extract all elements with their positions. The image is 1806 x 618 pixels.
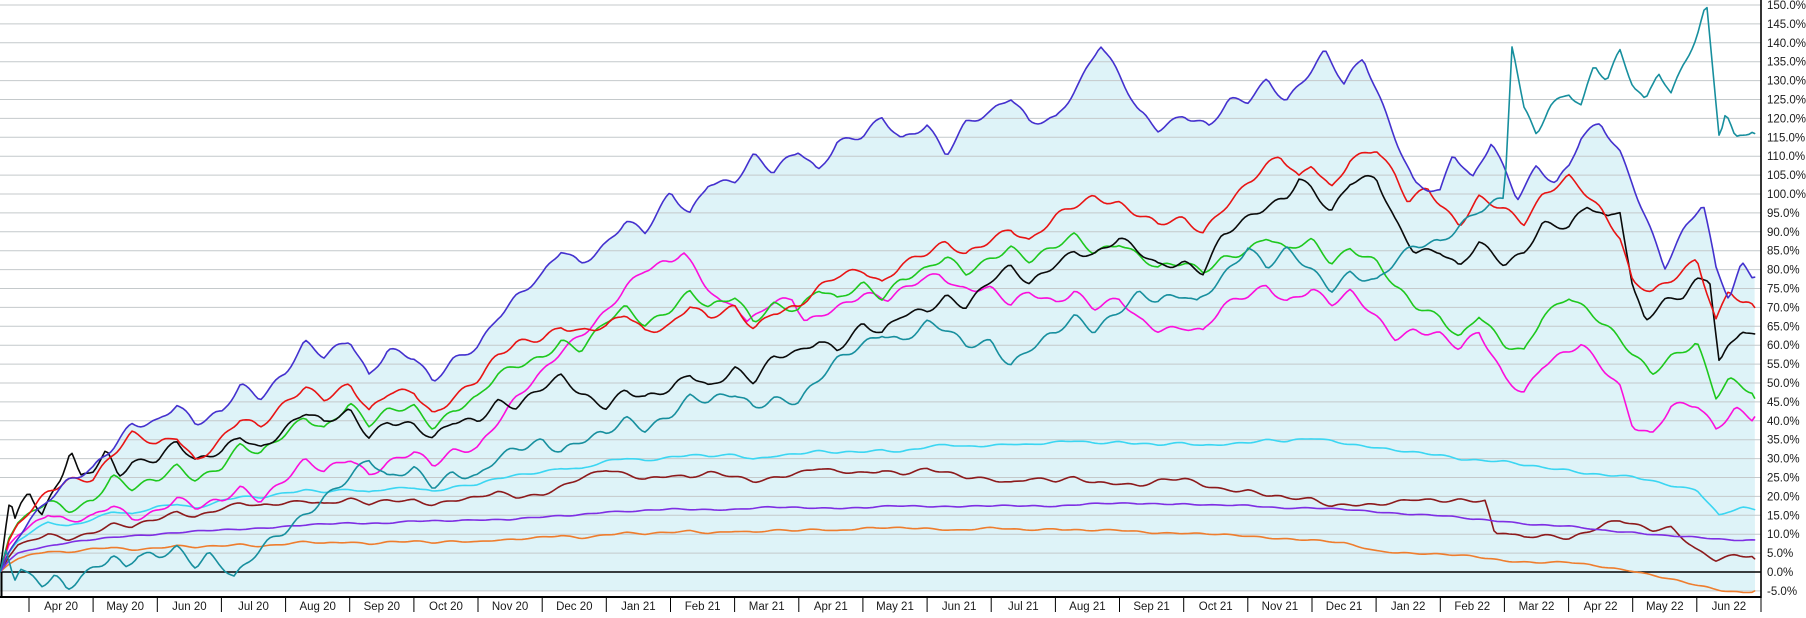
y-tick-label: 25.0% bbox=[1767, 473, 1800, 485]
y-tick-label: 135.0% bbox=[1767, 57, 1806, 69]
y-tick-label: 45.0% bbox=[1767, 397, 1800, 409]
y-tick-label: 90.0% bbox=[1767, 227, 1800, 239]
x-tick-label: Jun 21 bbox=[942, 601, 977, 613]
x-tick-label: Apr 20 bbox=[44, 601, 78, 613]
x-tick-label: Jun 22 bbox=[1712, 601, 1747, 613]
y-tick-label: 85.0% bbox=[1767, 246, 1800, 258]
x-tick-label: May 22 bbox=[1646, 601, 1684, 613]
x-tick-label: May 20 bbox=[106, 601, 144, 613]
series-lines bbox=[0, 6, 1756, 594]
y-tick-label: 5.0% bbox=[1767, 548, 1793, 560]
y-tick-label: 110.0% bbox=[1767, 151, 1805, 163]
x-tick-label: Mar 21 bbox=[749, 601, 785, 613]
x-tick-label: Jun 20 bbox=[172, 601, 207, 613]
series-cyan-line bbox=[0, 438, 1756, 573]
series-teal-line bbox=[0, 6, 1756, 590]
gridlines bbox=[0, 4, 1761, 592]
y-tick-label: 15.0% bbox=[1767, 510, 1800, 522]
x-tick-label: Oct 20 bbox=[429, 601, 463, 613]
x-tick-label: Mar 22 bbox=[1519, 601, 1555, 613]
y-tick-label: 120.0% bbox=[1767, 113, 1806, 125]
y-tick-label: 65.0% bbox=[1767, 321, 1800, 333]
x-tick-label: Nov 21 bbox=[1262, 601, 1298, 613]
x-tick-label: Feb 21 bbox=[685, 601, 721, 613]
y-tick-label: 100.0% bbox=[1767, 189, 1806, 201]
y-tick-label: 60.0% bbox=[1767, 340, 1800, 352]
series-black-line bbox=[0, 174, 1756, 573]
y-tick-label: 145.0% bbox=[1767, 19, 1806, 31]
y-tick-label: 130.0% bbox=[1767, 76, 1806, 88]
x-tick-label: Jul 20 bbox=[238, 601, 269, 613]
x-tick-label: Nov 20 bbox=[492, 601, 528, 613]
y-tick-label: 35.0% bbox=[1767, 435, 1800, 447]
x-tick-label: Dec 20 bbox=[556, 601, 592, 613]
main-series-area-fill bbox=[0, 47, 1755, 592]
x-tick-label: Jan 22 bbox=[1391, 601, 1426, 613]
y-tick-label: 140.0% bbox=[1767, 38, 1806, 50]
y-tick-label: 150.0% bbox=[1767, 0, 1806, 12]
x-tick-label: Jul 21 bbox=[1008, 601, 1039, 613]
zero-percent-line bbox=[0, 571, 1761, 597]
y-tick-label: 70.0% bbox=[1767, 302, 1800, 314]
x-tick-label: Feb 22 bbox=[1454, 601, 1490, 613]
series-red-line bbox=[0, 151, 1756, 573]
y-tick-label: 50.0% bbox=[1767, 378, 1800, 390]
series-orange-line bbox=[0, 526, 1756, 594]
x-tick-label: Jan 21 bbox=[621, 601, 656, 613]
x-axis: Apr 20 May 20 Jun 20 Jul 20 Aug 20 Sep 20 Oct … bbox=[0, 596, 1762, 613]
y-tick-label: 20.0% bbox=[1767, 491, 1800, 503]
main-series-area bbox=[0, 47, 1755, 592]
y-tick-label: -5.0% bbox=[1767, 586, 1797, 598]
y-tick-label: 10.0% bbox=[1767, 529, 1800, 541]
x-tick-label: Dec 21 bbox=[1326, 601, 1362, 613]
x-tick-label: Aug 21 bbox=[1069, 601, 1105, 613]
x-tick-label: Apr 22 bbox=[1584, 601, 1618, 613]
series-magenta-line bbox=[0, 252, 1756, 573]
y-tick-label: 80.0% bbox=[1767, 265, 1800, 277]
y-tick-label: 75.0% bbox=[1767, 284, 1800, 296]
y-tick-label: 105.0% bbox=[1767, 170, 1806, 182]
series-indigo-line bbox=[0, 46, 1756, 573]
x-tick-label: Aug 20 bbox=[299, 601, 335, 613]
y-tick-label: 115.0% bbox=[1767, 132, 1805, 144]
series-green-line bbox=[0, 232, 1756, 573]
series-maroon-line bbox=[0, 467, 1756, 573]
y-tick-label: 55.0% bbox=[1767, 359, 1800, 371]
x-tick-label: Sep 20 bbox=[364, 601, 400, 613]
y-tick-label: 0.0% bbox=[1767, 567, 1793, 579]
y-tick-label: 30.0% bbox=[1767, 454, 1800, 466]
x-tick-label: Apr 21 bbox=[814, 601, 848, 613]
x-tick-label: Oct 21 bbox=[1199, 601, 1233, 613]
x-tick-label: Sep 21 bbox=[1133, 601, 1169, 613]
y-tick-label: 125.0% bbox=[1767, 95, 1806, 107]
x-tick-label: May 21 bbox=[876, 601, 914, 613]
y-tick-label: 40.0% bbox=[1767, 416, 1800, 428]
y-tick-label: 95.0% bbox=[1767, 208, 1800, 220]
y-axis: 150.0% 145.0% 140.0% 135.0% 130.0% 125.0% 120.… bbox=[1760, 0, 1806, 598]
